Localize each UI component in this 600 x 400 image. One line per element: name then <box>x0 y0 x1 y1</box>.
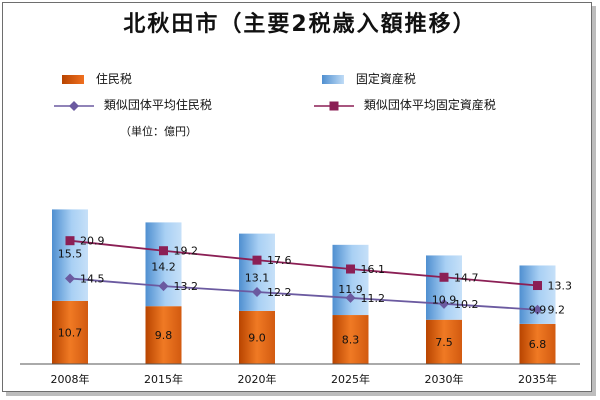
marker-avg-property-tax <box>252 255 262 265</box>
legend-label-avg-residence-tax: 類似団体平均住民税 <box>103 98 212 112</box>
data-label-avg-property-tax: 14.7 <box>454 271 479 284</box>
chart-frame <box>2 2 592 392</box>
data-label-property-tax: 9.9 <box>529 303 547 316</box>
data-label-property-tax: 13.1 <box>245 272 270 285</box>
legend-label-residence-tax: 住民税 <box>95 72 132 86</box>
legend-marker-avg-residence-tax <box>54 100 94 111</box>
data-label-avg-residence-tax: 13.2 <box>174 280 199 293</box>
bar-property-tax <box>332 244 369 316</box>
line-avg-residence-tax <box>69 277 538 311</box>
data-label-avg-residence-tax: 12.2 <box>267 286 292 299</box>
chart-title: 北秋田市（主要2税歳入額推移） <box>123 12 477 37</box>
data-label-residence-tax: 7.5 <box>435 336 453 349</box>
data-label-residence-tax: 10.7 <box>58 326 83 339</box>
marker-avg-property-tax <box>65 236 75 246</box>
legend-item-avg-property-tax: 類似団体平均固定資産税 <box>314 96 496 113</box>
x-tick-label: 2030年 <box>425 372 464 386</box>
legend-swatch-residence-tax <box>62 75 84 84</box>
data-label-property-tax: 14.2 <box>151 260 176 273</box>
x-tick-label: 2035年 <box>518 372 557 386</box>
data-label-avg-property-tax: 20.9 <box>80 235 105 248</box>
data-label-avg-residence-tax: 9.2 <box>548 304 566 317</box>
legend-marker-avg-property-tax <box>314 101 354 110</box>
data-label-property-tax: 15.5 <box>58 247 83 260</box>
unit-label: （単位：億円） <box>120 125 197 138</box>
data-label-residence-tax: 9.0 <box>248 331 266 344</box>
data-label-avg-property-tax: 16.1 <box>361 263 386 276</box>
legend-item-avg-residence-tax: 類似団体平均住民税 <box>54 96 212 113</box>
bar-property-tax <box>426 255 462 320</box>
marker-avg-residence-tax <box>439 298 449 309</box>
bar-residence-tax <box>52 300 88 364</box>
bar-residence-tax <box>426 319 462 364</box>
marker-avg-residence-tax <box>252 287 262 298</box>
x-tick-label: 2008年 <box>51 372 90 386</box>
bar-residence-tax <box>519 323 556 364</box>
marker-avg-property-tax <box>159 246 168 256</box>
marker-avg-property-tax <box>533 281 542 291</box>
data-label-avg-property-tax: 17.6 <box>267 254 292 267</box>
data-label-avg-residence-tax: 14.5 <box>80 272 105 285</box>
legend-item-property-tax: 固定資産税 <box>322 70 416 87</box>
line-avg-property-tax <box>69 239 538 287</box>
data-label-avg-residence-tax: 10.2 <box>454 298 479 311</box>
marker-avg-residence-tax <box>345 292 356 303</box>
data-label-residence-tax: 6.8 <box>529 338 547 351</box>
legend-label-property-tax: 固定資産税 <box>355 72 416 86</box>
data-label-avg-residence-tax: 11.2 <box>361 292 386 305</box>
marker-avg-residence-tax <box>532 304 543 315</box>
data-label-residence-tax: 8.3 <box>342 334 360 347</box>
data-label-property-tax: 10.9 <box>432 293 457 306</box>
data-label-property-tax: 11.9 <box>338 283 363 296</box>
bar-residence-tax <box>239 310 275 364</box>
legend-label-avg-property-tax: 類似団体平均固定資産税 <box>363 98 496 112</box>
bar-residence-tax <box>145 306 182 364</box>
x-tick-label: 2015年 <box>144 372 183 386</box>
marker-avg-residence-tax <box>158 281 169 292</box>
bar-property-tax <box>52 209 88 301</box>
legend-swatch-property-tax <box>322 75 344 84</box>
bar-property-tax <box>145 222 182 307</box>
data-label-avg-property-tax: 19.2 <box>174 245 199 258</box>
x-tick-label: 2020年 <box>238 372 277 386</box>
data-label-residence-tax: 9.8 <box>155 329 173 342</box>
marker-avg-residence-tax <box>65 273 75 284</box>
data-label-avg-property-tax: 13.3 <box>548 280 573 293</box>
bar-property-tax <box>239 233 275 311</box>
bar-residence-tax <box>332 315 369 364</box>
marker-avg-property-tax <box>346 264 355 274</box>
marker-avg-property-tax <box>439 272 449 282</box>
legend-item-residence-tax: 住民税 <box>62 70 132 87</box>
x-tick-label: 2025年 <box>331 372 370 386</box>
